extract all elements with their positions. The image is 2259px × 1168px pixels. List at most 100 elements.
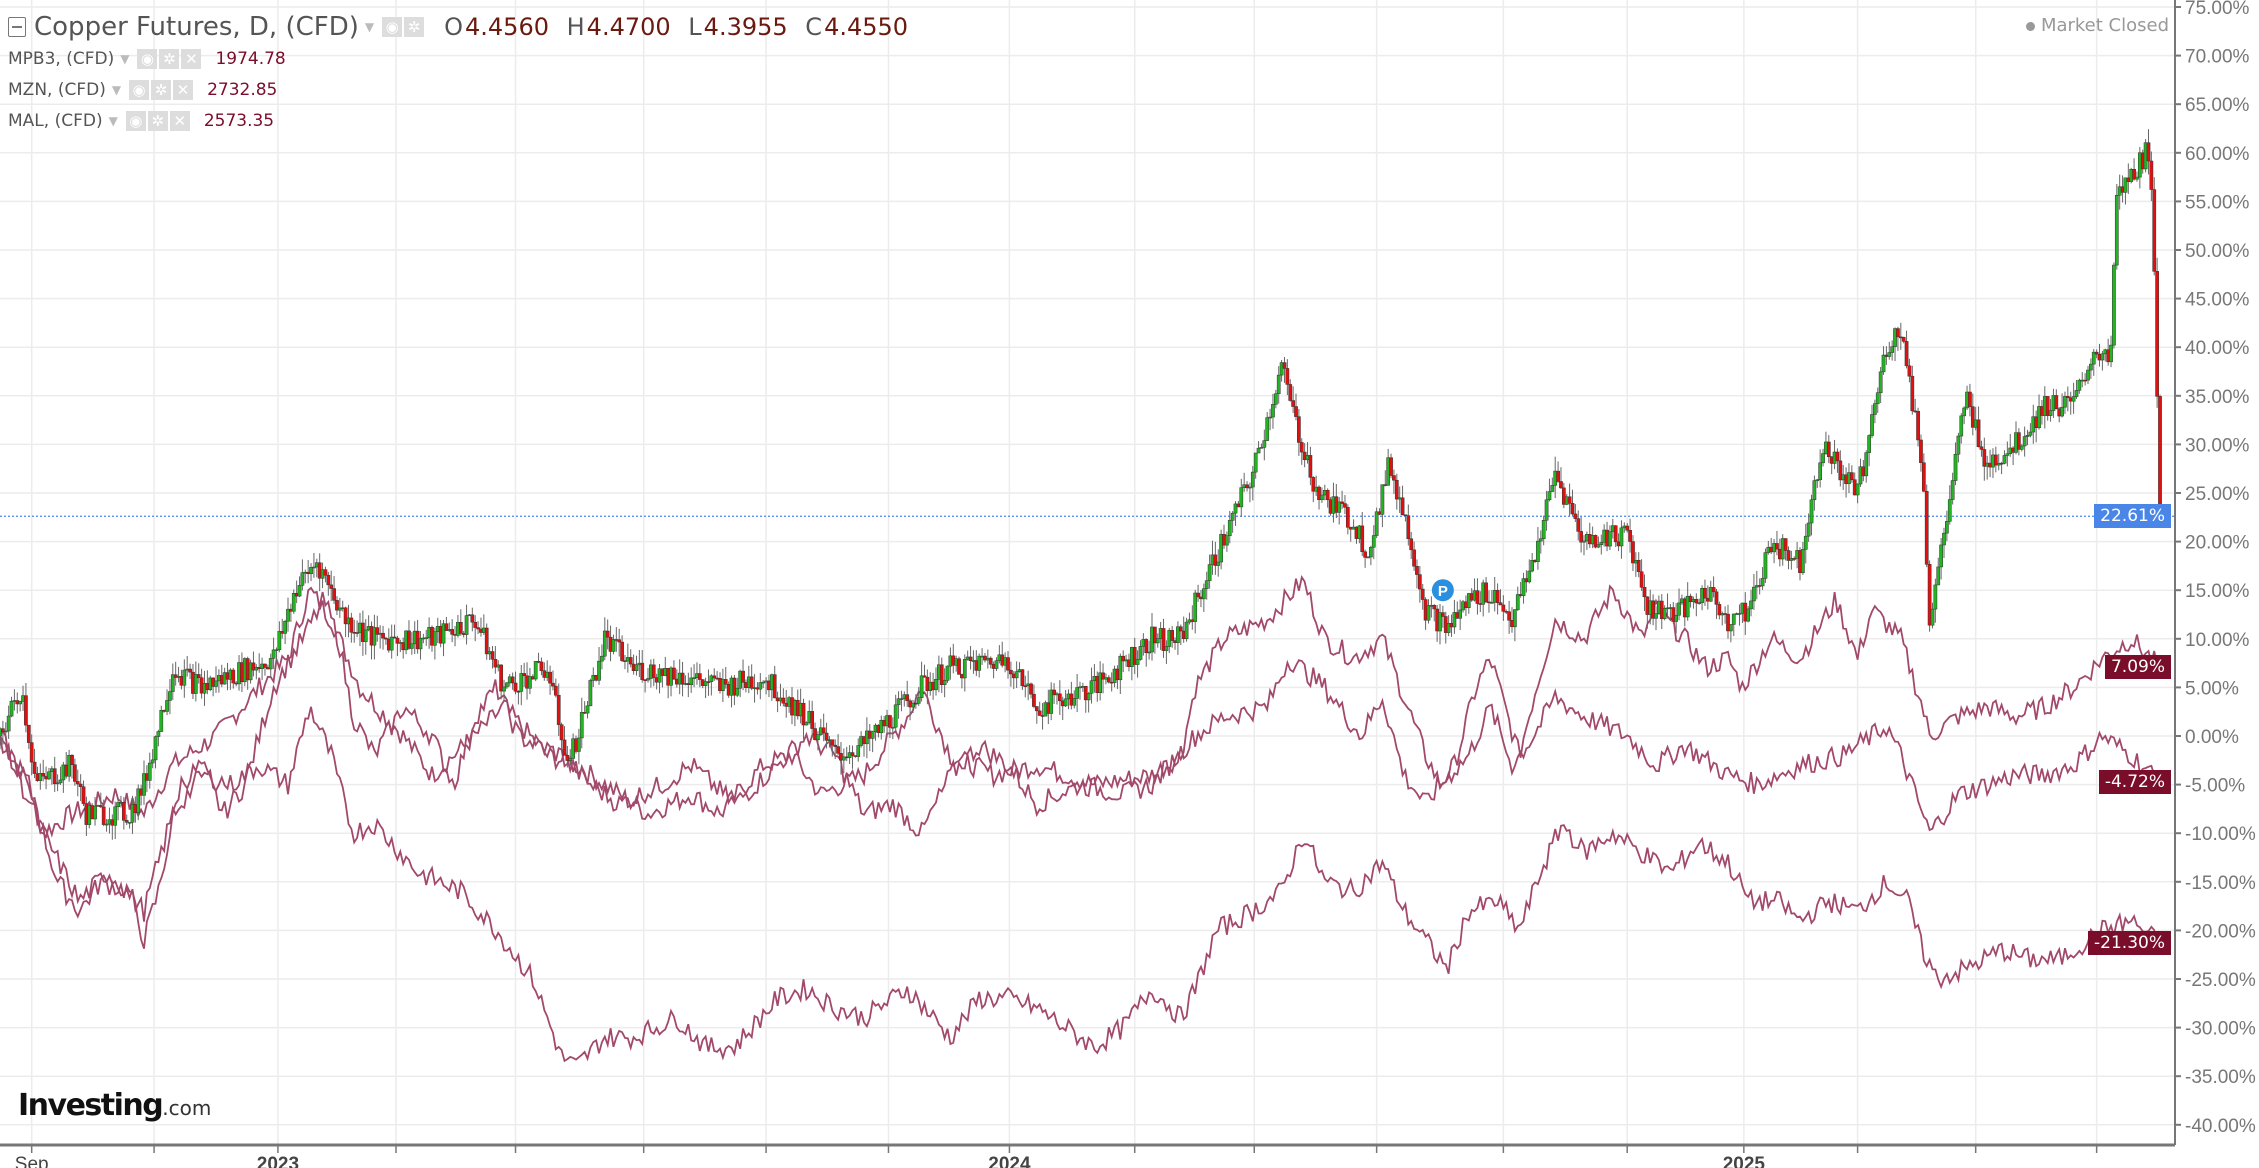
candle-down: [772, 674, 777, 699]
candle-up: [1674, 614, 1679, 622]
candle-up: [1265, 417, 1270, 441]
candle-up: [1072, 698, 1077, 706]
candle-down: [231, 669, 236, 684]
close-icon[interactable]: ✕: [169, 111, 190, 131]
gear-icon[interactable]: ✲: [404, 17, 425, 37]
candle-down: [263, 663, 267, 668]
candle-down: [1317, 486, 1321, 501]
candle-down: [1213, 554, 1218, 566]
candle-up: [464, 615, 469, 635]
candle-up: [1075, 687, 1079, 699]
candle-down: [1927, 564, 1932, 626]
candle-up: [919, 675, 924, 698]
candle-down: [101, 806, 106, 825]
close-icon[interactable]: ✕: [181, 49, 202, 69]
candle-up: [153, 736, 158, 761]
candle-up: [1515, 594, 1520, 610]
y-tick-label: -30.00%: [2185, 1019, 2256, 1040]
candle-up: [1089, 680, 1094, 694]
candle-up: [1596, 544, 1601, 548]
candle-down: [1628, 530, 1632, 542]
candle-down: [484, 627, 489, 655]
candle-down: [1037, 710, 1042, 716]
candle-up: [312, 566, 316, 569]
gear-icon[interactable]: ✲: [151, 80, 172, 100]
candle-down: [1559, 481, 1563, 489]
candle-up: [1749, 600, 1753, 610]
overlay-name[interactable]: MPB3, (CFD): [8, 49, 115, 69]
candle-down: [1639, 571, 1644, 588]
candle-down: [375, 627, 380, 635]
candle-down: [1144, 639, 1149, 654]
candle-up: [1806, 522, 1811, 537]
candle-up: [1233, 503, 1238, 514]
candle-up: [1320, 494, 1324, 501]
y-tick-label: 10.00%: [2185, 630, 2250, 651]
candle-down: [1285, 368, 1290, 385]
candle-down: [1982, 449, 1987, 467]
candle-up: [1530, 559, 1535, 572]
candle-down: [1245, 484, 1249, 489]
status-dot-icon: [2025, 21, 2035, 31]
candle-down: [329, 584, 334, 589]
candle-up: [1873, 403, 1877, 415]
candle-down: [1415, 565, 1419, 575]
candle-up: [0, 728, 2, 737]
candle-up: [150, 759, 155, 764]
candle-down: [617, 639, 622, 643]
candle-down: [628, 657, 633, 665]
candle-down: [499, 664, 503, 692]
symbol-title[interactable]: Copper Futures, D, (CFD): [34, 12, 359, 42]
candle-up: [1550, 485, 1555, 492]
candle-down: [1835, 451, 1840, 462]
eye-icon[interactable]: ◉: [129, 80, 150, 100]
candle-up: [1812, 480, 1817, 501]
candle-down: [1703, 587, 1707, 599]
chevron-down-icon[interactable]: ▼: [120, 52, 130, 66]
candle-down: [343, 607, 348, 625]
candle-down: [513, 682, 518, 692]
close-icon[interactable]: ✕: [173, 80, 194, 100]
candle-up: [300, 572, 305, 586]
candle-up: [1875, 392, 1880, 404]
candle-up: [1662, 607, 1667, 620]
candle-down: [1475, 590, 1480, 604]
eye-icon[interactable]: ◉: [137, 49, 158, 69]
y-tick-label: 55.00%: [2185, 192, 2250, 213]
gear-icon[interactable]: ✲: [147, 111, 168, 131]
candle-down: [98, 805, 103, 808]
candle-down: [1896, 328, 1900, 338]
candle-up: [147, 762, 152, 781]
candle-down: [24, 695, 28, 726]
overlay-name[interactable]: MZN, (CFD): [8, 80, 106, 100]
candle-up: [528, 676, 532, 689]
candle-down: [1178, 626, 1183, 632]
candle-down: [1726, 613, 1730, 632]
candle-up: [1887, 352, 1892, 357]
candle-up: [1207, 564, 1212, 581]
gear-icon[interactable]: ✲: [159, 49, 180, 69]
candle-up: [1801, 549, 1805, 574]
candle-up: [1947, 499, 1952, 522]
candle-up: [1752, 586, 1756, 602]
candle-down: [52, 768, 57, 785]
chevron-down-icon[interactable]: ▼: [108, 114, 118, 128]
candle-down: [1294, 406, 1298, 417]
chevron-down-icon[interactable]: ▼: [364, 20, 375, 34]
eye-icon[interactable]: ◉: [125, 111, 146, 131]
candle-down: [1121, 655, 1126, 662]
overlay-name[interactable]: MAL, (CFD): [8, 111, 103, 131]
collapse-icon[interactable]: [8, 17, 26, 37]
candle-up: [1458, 609, 1463, 619]
candle-down: [620, 641, 624, 661]
candle-down: [1849, 472, 1854, 480]
eye-icon[interactable]: ◉: [382, 17, 403, 37]
chevron-down-icon[interactable]: ▼: [111, 83, 122, 97]
candle-down: [1901, 336, 1906, 342]
candle-down: [565, 755, 570, 761]
candle-down: [1916, 410, 1920, 441]
ohlc-readout: O4.4560 H4.4700 L4.3955 C4.4550: [434, 13, 908, 41]
candle-up: [127, 822, 132, 824]
candle-down: [1291, 400, 1295, 407]
